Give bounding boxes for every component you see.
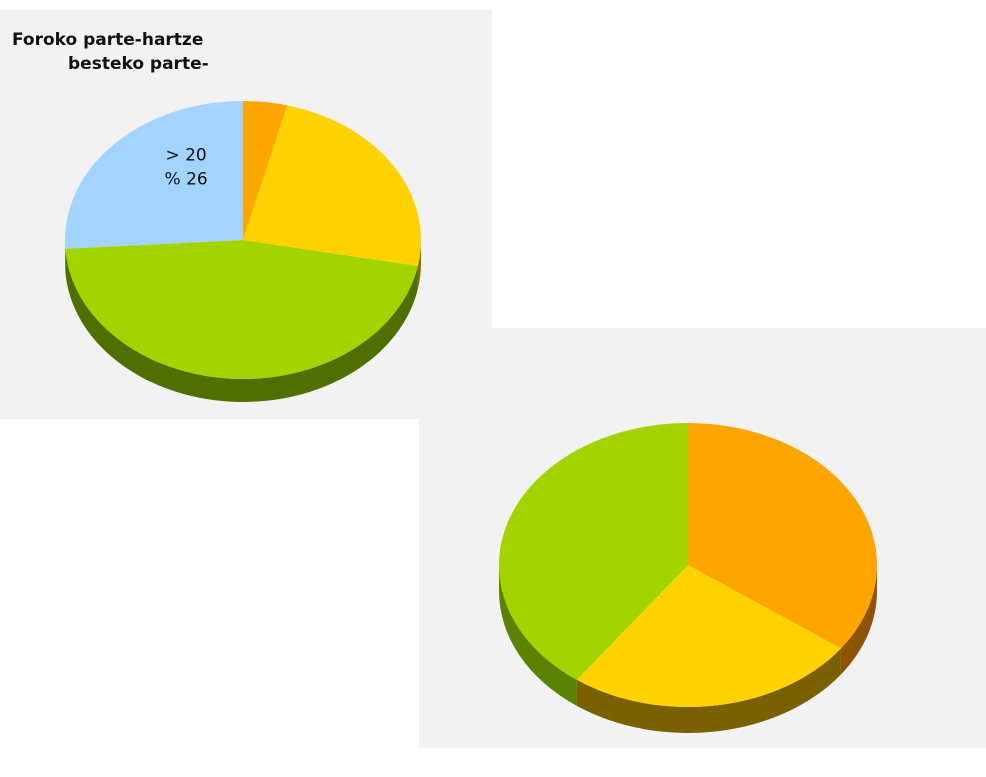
chart-panel-2 <box>419 328 986 748</box>
pie-slice <box>65 240 418 379</box>
pie-slice <box>243 101 288 240</box>
slice-label: > 20 <box>165 145 206 165</box>
pie-slice <box>65 101 243 249</box>
chart-title-line-2: besteko parte- <box>68 54 209 74</box>
pie-slice-side <box>499 565 577 706</box>
pie-chart-1: > 20 % 26 <box>65 101 421 402</box>
pie-slice <box>688 423 877 649</box>
pie-slice-side <box>840 565 877 675</box>
slice-percent: % 26 <box>165 169 208 189</box>
chart-panel-1: Foroko parte-hartze besteko parte- > 20%… <box>0 10 492 419</box>
pie-slice-side <box>576 648 841 733</box>
chart-title-line-1: Foroko parte-hartze <box>12 30 204 50</box>
pie-slice-side <box>65 248 418 402</box>
pie-slice <box>243 105 421 267</box>
pie-slice <box>499 423 688 680</box>
pie-slice-side <box>417 240 421 290</box>
chart-title: Foroko parte-hartze besteko parte- <box>0 10 226 90</box>
pie-slice <box>576 565 841 707</box>
pie-chart-2 <box>499 423 877 733</box>
pie-side <box>65 240 421 402</box>
pie-side <box>499 565 877 733</box>
